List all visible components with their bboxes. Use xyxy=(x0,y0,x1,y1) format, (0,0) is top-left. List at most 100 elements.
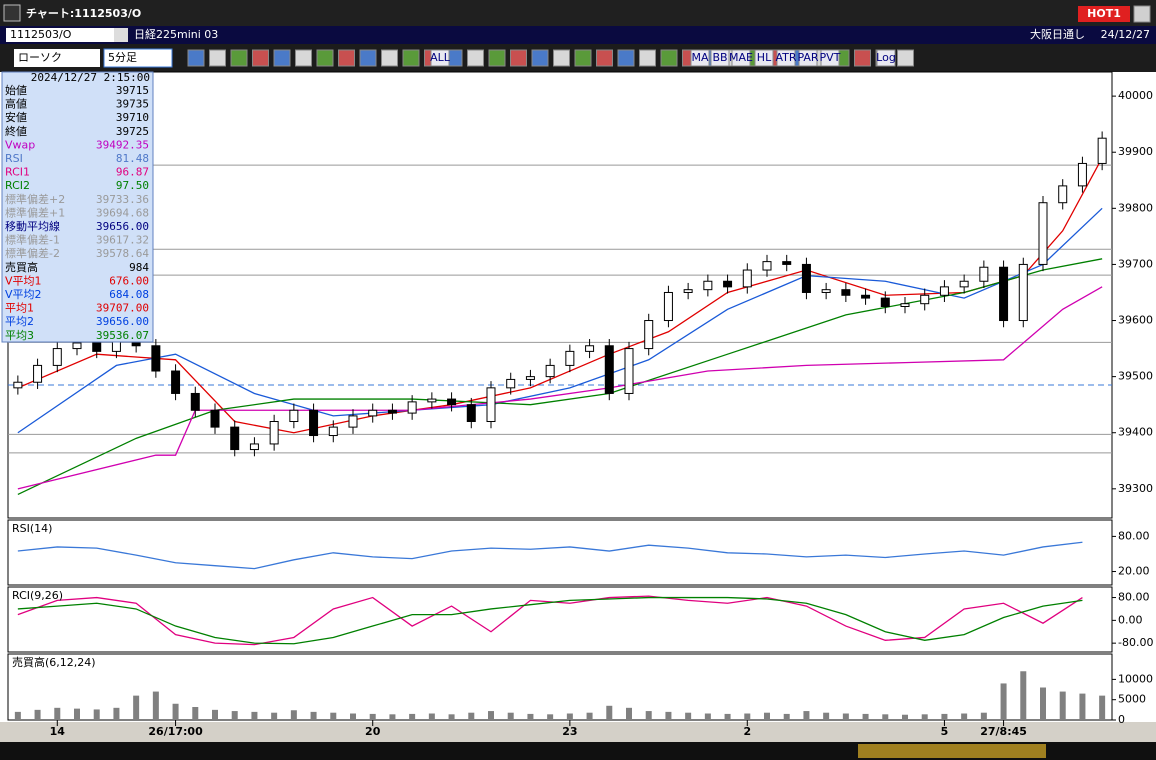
info-label: 高値 xyxy=(5,97,27,111)
tool-icon[interactable] xyxy=(381,49,398,67)
tool-icon[interactable] xyxy=(488,49,506,67)
tool-icon[interactable] xyxy=(510,49,527,67)
info-value: 39715 xyxy=(116,84,149,97)
info-value: 39492.35 xyxy=(96,138,149,151)
tool-icon[interactable] xyxy=(553,49,570,67)
y-tick-label: 39600 xyxy=(1118,314,1153,327)
tool-button[interactable] xyxy=(710,49,730,67)
candle-body xyxy=(782,261,792,265)
info-value: 39656.00 xyxy=(96,220,149,233)
tool-icon[interactable] xyxy=(359,49,377,67)
tool-icon[interactable] xyxy=(273,49,291,67)
volume-bar xyxy=(488,711,494,720)
info-value: 81.48 xyxy=(116,152,149,165)
volume-bar xyxy=(1099,695,1106,720)
close-button[interactable] xyxy=(1133,5,1151,23)
volume-bar xyxy=(704,713,711,720)
tool-icon[interactable] xyxy=(660,49,678,67)
y-tick-label: 0 xyxy=(1118,713,1125,726)
info-label: 標準偏差-1 xyxy=(5,233,60,247)
candle-body xyxy=(72,342,82,350)
candle-body xyxy=(742,269,752,288)
tool-icon[interactable] xyxy=(596,49,613,67)
info-value: 39733.36 xyxy=(96,193,149,206)
tool-icon[interactable] xyxy=(338,49,355,67)
tool-button[interactable] xyxy=(820,49,840,67)
volume-bar xyxy=(606,705,613,720)
candle-body xyxy=(545,364,555,378)
tool-icon[interactable] xyxy=(854,49,871,67)
tool-button[interactable] xyxy=(430,49,450,67)
panel-title: 売買高(6,12,24) xyxy=(12,655,96,669)
tool-button[interactable] xyxy=(731,49,751,67)
tool-icon[interactable] xyxy=(639,49,656,67)
tool-button[interactable] xyxy=(690,49,710,67)
candle-body xyxy=(328,426,338,437)
volume-bar xyxy=(882,714,889,720)
candle-body xyxy=(999,266,1009,322)
candle-body xyxy=(348,415,358,428)
tool-icon[interactable] xyxy=(316,49,334,67)
tool-icon[interactable] xyxy=(209,49,226,67)
volume-bar xyxy=(389,714,396,720)
tool-icon[interactable] xyxy=(467,49,484,67)
volume-bar xyxy=(1059,691,1066,720)
info-label: 平均3 xyxy=(5,329,34,342)
candle-body xyxy=(447,398,457,406)
tool-icon[interactable] xyxy=(617,49,635,67)
tool-icon[interactable] xyxy=(531,49,549,67)
candle-body xyxy=(506,378,516,389)
candle-body xyxy=(1077,162,1087,187)
scroll-thumb[interactable] xyxy=(858,744,1046,758)
tool-icon[interactable] xyxy=(897,49,914,67)
tool-icon[interactable] xyxy=(402,49,420,67)
volume-bar xyxy=(566,713,573,720)
tool-button[interactable] xyxy=(798,49,818,67)
x-tick-label: 14 xyxy=(50,725,66,738)
candle-body xyxy=(900,303,910,308)
tool-icon[interactable] xyxy=(230,49,248,67)
info-label: 平均2 xyxy=(5,315,34,328)
y-tick-label: 80.00 xyxy=(1118,591,1150,604)
hot-badge[interactable] xyxy=(1078,6,1130,22)
volume-bar xyxy=(172,703,179,720)
info-value: 96.87 xyxy=(116,166,149,179)
candle-body xyxy=(762,261,772,271)
panel-frame xyxy=(7,653,1113,721)
candle-body xyxy=(407,401,417,414)
volume-bar xyxy=(980,712,987,720)
y-tick-label: 39500 xyxy=(1118,370,1153,383)
candle-body xyxy=(525,376,535,380)
tool-button[interactable] xyxy=(754,49,774,67)
indicator-line xyxy=(17,596,1083,645)
volume-bar xyxy=(626,707,632,720)
symbol: 1112503/O xyxy=(10,28,72,41)
info-value: 39656.00 xyxy=(96,315,149,328)
volume-bar xyxy=(113,707,120,720)
interval-select[interactable] xyxy=(103,48,173,68)
symbol-box[interactable] xyxy=(6,28,114,42)
chart-type-select[interactable] xyxy=(14,49,100,67)
candle-body xyxy=(13,381,23,389)
y-tick-label: 80.00 xyxy=(1118,529,1150,542)
volume-bar xyxy=(803,711,810,720)
candle-body xyxy=(920,294,930,305)
symbol-dropdown[interactable] xyxy=(114,28,128,42)
indicator-line xyxy=(17,541,1083,570)
tool-icon[interactable] xyxy=(187,49,205,67)
tool-button-label: HL xyxy=(757,51,772,64)
volume-bar xyxy=(212,709,218,720)
moving-average xyxy=(17,207,1103,434)
tool-icon[interactable] xyxy=(295,49,312,67)
tool-button[interactable] xyxy=(776,49,796,67)
y-tick-label: 39800 xyxy=(1118,201,1153,214)
info-value: 39735 xyxy=(116,98,149,111)
volume-bar xyxy=(251,711,258,720)
tool-icon[interactable] xyxy=(574,49,592,67)
tool-button[interactable] xyxy=(876,49,896,67)
tool-icon[interactable] xyxy=(252,49,269,67)
tool-button-label: ALL xyxy=(430,51,451,64)
info-label: 終値 xyxy=(5,124,27,138)
volume-bar xyxy=(1000,683,1007,720)
volume-bar xyxy=(902,714,908,720)
